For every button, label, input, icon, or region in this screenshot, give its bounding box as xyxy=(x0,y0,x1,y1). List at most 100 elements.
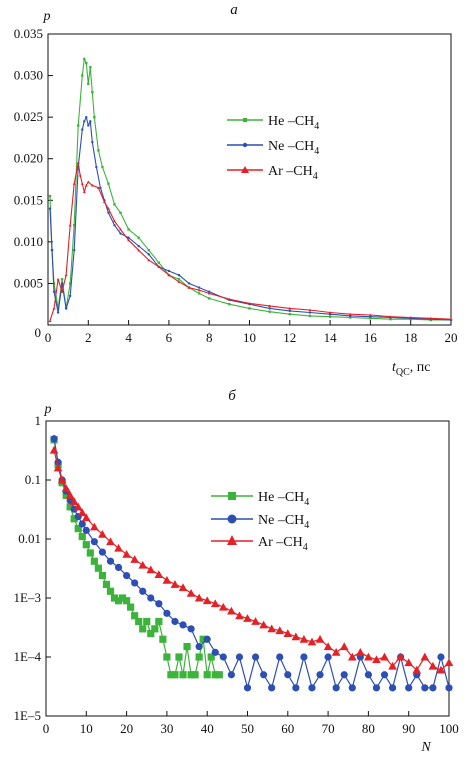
y-tick-label: 0.005 xyxy=(14,275,43,290)
data-point xyxy=(243,614,252,622)
data-point xyxy=(138,560,148,569)
data-point xyxy=(162,575,172,584)
legend-a-ne-label: Ne –CH xyxy=(268,139,314,154)
data-point xyxy=(49,445,59,454)
data-point xyxy=(80,182,84,185)
panel-b-label: б xyxy=(228,388,236,404)
data-point xyxy=(102,200,106,204)
data-point xyxy=(72,248,76,252)
data-point xyxy=(127,228,130,231)
data-point xyxy=(154,570,164,578)
series-a-2 xyxy=(48,161,453,322)
data-point xyxy=(62,491,70,499)
legend-a-ne-marker xyxy=(242,142,248,148)
data-point xyxy=(76,161,80,165)
data-point xyxy=(93,115,96,119)
data-point xyxy=(405,684,413,692)
data-point xyxy=(113,219,116,223)
data-point xyxy=(228,303,231,306)
data-point xyxy=(235,653,244,661)
data-point xyxy=(90,183,94,187)
data-point xyxy=(48,194,52,198)
data-point xyxy=(207,291,211,295)
data-point xyxy=(187,671,195,679)
data-point xyxy=(90,557,98,565)
data-point xyxy=(299,634,309,643)
panel-a-series xyxy=(48,57,453,322)
data-point xyxy=(328,315,332,318)
data-point xyxy=(291,632,301,641)
svg-text:He –CH4: He –CH4 xyxy=(258,490,309,508)
data-point xyxy=(171,617,179,626)
data-point xyxy=(135,617,143,626)
data-point xyxy=(227,297,231,301)
data-point xyxy=(380,652,389,661)
data-point xyxy=(268,307,271,310)
x-tick-label: 50 xyxy=(241,721,254,736)
data-point xyxy=(137,236,140,239)
panel-b-legend: He –CH4 Ne –CH4 Ar –CH4 xyxy=(211,490,309,553)
data-point xyxy=(52,290,56,293)
panel-a-legend: He –CH4 Ne –CH4 Ar –CH4 xyxy=(227,114,319,182)
data-point xyxy=(114,563,123,572)
data-point xyxy=(404,658,414,667)
svg-text:Ar –CH4: Ar –CH4 xyxy=(258,535,308,553)
data-point xyxy=(167,269,171,273)
data-point xyxy=(114,597,123,605)
data-point xyxy=(316,671,324,679)
data-point xyxy=(118,594,127,602)
data-point xyxy=(56,277,60,281)
data-point xyxy=(203,635,211,643)
svg-text:Ne –CH4: Ne –CH4 xyxy=(268,139,319,157)
data-point xyxy=(339,642,349,651)
data-point xyxy=(368,313,372,317)
data-point xyxy=(170,580,180,588)
data-point xyxy=(388,661,397,670)
data-point xyxy=(119,227,122,231)
data-point xyxy=(89,120,92,123)
data-point xyxy=(396,652,405,661)
data-point xyxy=(86,180,90,184)
data-point xyxy=(283,629,293,637)
data-point xyxy=(267,624,276,633)
data-point xyxy=(81,513,91,522)
data-point xyxy=(315,634,325,643)
legend-a-he-label: He –CH xyxy=(268,114,314,129)
x-tick-label: 6 xyxy=(166,330,173,345)
data-point xyxy=(243,684,252,692)
data-point xyxy=(81,74,84,77)
data-point xyxy=(349,316,352,319)
series-line xyxy=(53,439,220,676)
panel-a: a p 0 2 4 6 8 10 12 14 16 18 20 0.005 0.010 0.015 0.02… xyxy=(14,2,458,378)
x-tick-label: 100 xyxy=(439,721,459,736)
data-point xyxy=(177,278,181,281)
x-tick-label: 8 xyxy=(206,330,213,345)
data-point xyxy=(175,653,183,661)
data-point xyxy=(113,203,116,206)
data-point xyxy=(147,253,150,256)
series-b-1 xyxy=(50,435,453,692)
x-tick-label: 10 xyxy=(243,330,256,345)
data-point xyxy=(64,307,68,310)
data-point xyxy=(248,301,251,305)
legend-a-ar-sub: 4 xyxy=(313,171,318,182)
legend-b-he-label: He –CH xyxy=(258,490,304,505)
data-point xyxy=(260,671,268,679)
data-point xyxy=(183,643,191,651)
data-point xyxy=(96,186,100,189)
data-point xyxy=(114,543,123,552)
data-point xyxy=(69,497,79,506)
data-point xyxy=(186,589,196,597)
data-point xyxy=(235,611,244,620)
data-point xyxy=(308,308,312,312)
data-point xyxy=(167,273,171,277)
data-point xyxy=(101,165,104,169)
data-point xyxy=(380,671,389,679)
data-point xyxy=(275,626,285,635)
data-point xyxy=(436,665,446,674)
data-point xyxy=(323,642,333,651)
data-point xyxy=(288,312,291,316)
data-point xyxy=(73,502,83,511)
data-point xyxy=(83,120,86,123)
legend-b-ar-label: Ar –CH xyxy=(258,535,303,550)
